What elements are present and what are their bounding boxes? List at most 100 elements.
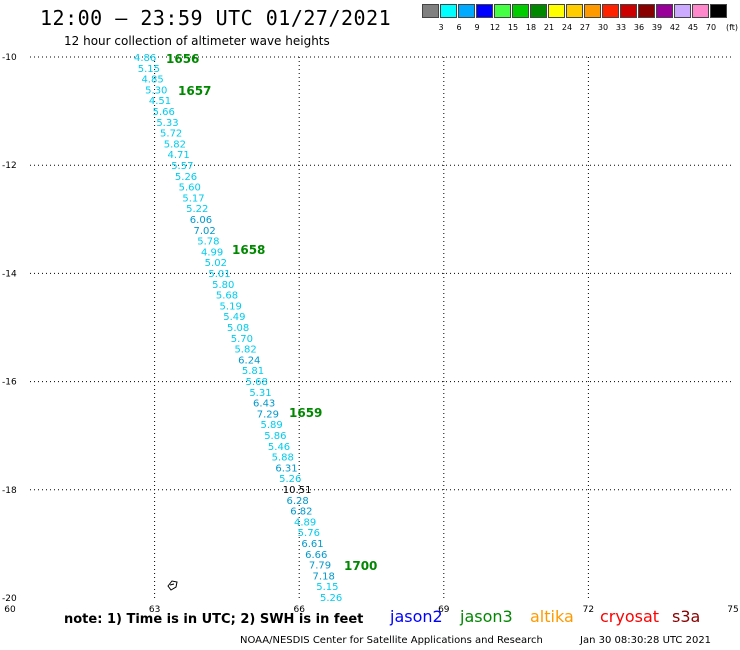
legend-swatch: [584, 4, 601, 18]
swh-label: 5.78: [197, 237, 219, 248]
swh-label: 7.02: [194, 226, 216, 237]
legend-jason3: jason3: [460, 607, 513, 626]
legend-swatch: [656, 4, 673, 18]
legend-swatch-label: 12: [489, 23, 501, 32]
swh-label: 5.33: [156, 118, 178, 129]
swh-label: 5.80: [212, 280, 234, 291]
lat-tick-label: -16: [2, 378, 17, 388]
swh-label: 5.70: [231, 334, 253, 345]
swh-label: 5.08: [227, 323, 249, 334]
time-label: 1656: [166, 52, 199, 66]
legend-swatch: [476, 4, 493, 18]
legend-swatch-label: 45: [687, 23, 699, 32]
map-subtitle: 12 hour collection of altimeter wave hei…: [64, 34, 330, 48]
map-title: 12:00 – 23:59 UTC 01/27/2021: [40, 6, 392, 30]
lon-tick-label: 75: [727, 605, 738, 615]
swh-label: 5.76: [298, 528, 320, 539]
swh-label: 6.61: [301, 539, 323, 550]
legend-swatch-label: 6: [456, 23, 462, 32]
legend-jason2: jason2: [390, 607, 443, 626]
swh-label: 5.26: [279, 474, 301, 485]
swh-label: 5.72: [160, 129, 182, 140]
time-label: 1657: [178, 84, 211, 98]
swh-label: 7.18: [313, 571, 335, 582]
swh-label: 5.19: [220, 301, 242, 312]
legend-swatch-label: 27: [579, 23, 591, 32]
swh-label: 5.66: [153, 107, 175, 118]
swh-label: 7.79: [309, 561, 331, 572]
swh-label: 4.85: [141, 75, 163, 86]
swh-label: 5.57: [171, 161, 193, 172]
legend-swatch-label: 42: [669, 23, 681, 32]
legend-swatch: [602, 4, 619, 18]
swh-label: 5.26: [320, 593, 342, 604]
swh-label: 5.60: [179, 183, 201, 194]
legend-swatch-label: 33: [615, 23, 627, 32]
time-label: 1658: [232, 243, 265, 257]
legend-swatch: [620, 4, 637, 18]
legend-swatch-label: 70: [705, 23, 717, 32]
swh-label: 5.01: [208, 269, 230, 280]
swh-label: 4.99: [201, 247, 223, 258]
swh-label: 5.26: [175, 172, 197, 183]
swh-label: 5.86: [264, 431, 286, 442]
swh-label: 5.02: [205, 258, 227, 269]
footer-note: note: 1) Time is in UTC; 2) SWH is in fe…: [64, 612, 364, 627]
legend-swatch: [512, 4, 529, 18]
swh-label: 5.49: [223, 312, 245, 323]
lat-tick-label: -18: [2, 486, 17, 496]
legend-swatch-label: 3: [438, 23, 444, 32]
legend-swatch: [674, 4, 691, 18]
lat-tick-label: -14: [2, 269, 17, 279]
lat-tick-label: -12: [2, 161, 17, 171]
swh-label: 6.43: [253, 399, 275, 410]
lon-tick-label: 63: [149, 605, 160, 615]
legend-swatch: [638, 4, 655, 18]
legend-s3a: s3a: [672, 607, 701, 626]
swh-label: 5.81: [242, 366, 264, 377]
credit-text: NOAA/NESDIS Center for Satellite Applica…: [240, 635, 543, 646]
generation-timestamp: Jan 30 08:30:28 UTC 2021: [580, 635, 712, 646]
swh-label: 5.30: [145, 85, 167, 96]
swh-label: 5.15: [138, 64, 160, 75]
legend-swatch: [458, 4, 475, 18]
lon-tick-label: 60: [4, 605, 16, 615]
swh-label: 4.89: [294, 517, 316, 528]
swh-label: 5.68: [216, 291, 238, 302]
swh-label: 4.71: [167, 150, 189, 161]
legend-cryosat: cryosat: [600, 607, 660, 626]
legend-swatch-label: 9: [474, 23, 480, 32]
legend-swatch-label: 36: [633, 23, 645, 32]
legend-swatch: [548, 4, 565, 18]
swh-label: 6.31: [275, 463, 297, 474]
lon-tick-label: 66: [293, 605, 305, 615]
time-label: 1700: [344, 559, 377, 573]
swh-label: 5.82: [234, 345, 256, 356]
lat-tick-label: -20: [2, 594, 17, 604]
legend-swatch: [530, 4, 547, 18]
legend-swatch-label: 15: [507, 23, 519, 32]
swh-label: 5.17: [182, 193, 204, 204]
swh-label: 5.31: [249, 388, 271, 399]
swh-label: 6.82: [290, 507, 312, 518]
swh-label: 5.15: [316, 582, 338, 593]
swh-label: 6.24: [238, 355, 260, 366]
swh-label: 4.86: [134, 53, 156, 64]
time-label: 1659: [289, 406, 322, 420]
swh-label: 6.28: [287, 496, 309, 507]
swh-label: 6.06: [190, 215, 212, 226]
lon-tick-label: 69: [438, 605, 450, 615]
swh-label: 5.68: [246, 377, 268, 388]
legend-altika: altika: [530, 607, 574, 626]
lon-tick-label: 72: [583, 605, 594, 615]
swh-label: 5.88: [272, 453, 294, 464]
swh-label: 10.51: [283, 485, 312, 496]
legend-swatch-label: 30: [597, 23, 609, 32]
legend-swatch-label: 18: [525, 23, 537, 32]
lat-tick-label: -10: [2, 53, 17, 63]
legend-swatch: [710, 4, 727, 18]
legend-unit: (ft): [725, 23, 739, 32]
swh-label: 4.51: [149, 96, 171, 107]
swh-label: 6.66: [305, 550, 327, 561]
